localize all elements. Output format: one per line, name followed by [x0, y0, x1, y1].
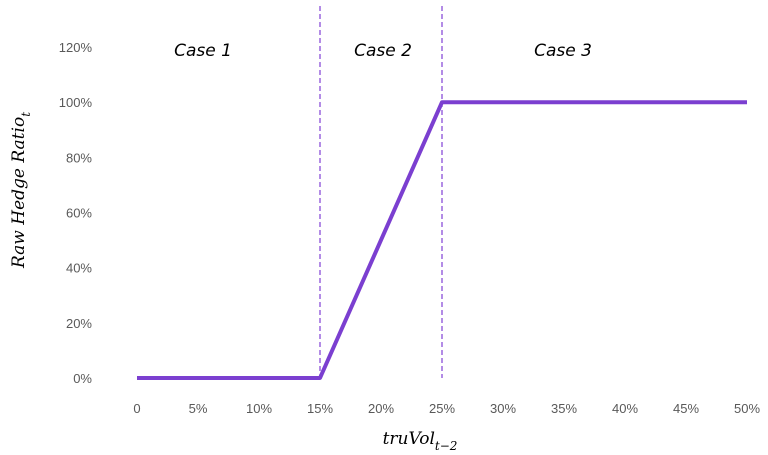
x-axis-title: truVolt−2	[383, 429, 458, 453]
case-boundaries	[319, 6, 443, 378]
x-tick-label: 40%	[612, 401, 638, 416]
y-axis-title-base: Raw Hedge Ratio	[9, 117, 29, 269]
x-tick-label: 20%	[368, 401, 394, 416]
x-axis-ticks: 0 5% 10% 15% 20% 25% 30% 35% 40% 45% 50%	[133, 401, 760, 416]
x-axis-title-subscript: t−2	[435, 439, 458, 453]
x-tick-label: 50%	[734, 401, 760, 416]
y-tick-label: 80%	[66, 150, 92, 165]
x-tick-label: 45%	[673, 401, 699, 416]
case-2-label: Case 2	[354, 41, 412, 61]
x-tick-label: 35%	[551, 401, 577, 416]
y-tick-label: 0%	[73, 371, 92, 386]
series-layer	[137, 100, 747, 380]
case-1-label: Case 1	[174, 41, 232, 61]
y-tick-label: 40%	[66, 261, 92, 276]
y-tick-label: 120%	[59, 40, 93, 55]
x-tick-label: 30%	[490, 401, 516, 416]
y-axis-title-subscript: t	[19, 112, 33, 117]
x-tick-label: 10%	[246, 401, 272, 416]
y-axis-title: Raw Hedge Ratiot	[9, 112, 33, 269]
x-tick-label: 0	[133, 401, 140, 416]
x-tick-label: 5%	[189, 401, 208, 416]
y-tick-label: 20%	[66, 316, 92, 331]
x-axis-title-base: truVol	[383, 429, 435, 449]
y-tick-label: 60%	[66, 206, 92, 221]
y-tick-label: 100%	[59, 95, 93, 110]
y-axis-ticks: 0% 20% 40% 60% 80% 100% 120%	[59, 40, 93, 386]
x-tick-label: 25%	[429, 401, 455, 416]
x-tick-label: 15%	[307, 401, 333, 416]
case-3-label: Case 3	[534, 41, 592, 61]
series-line-1	[137, 100, 747, 380]
